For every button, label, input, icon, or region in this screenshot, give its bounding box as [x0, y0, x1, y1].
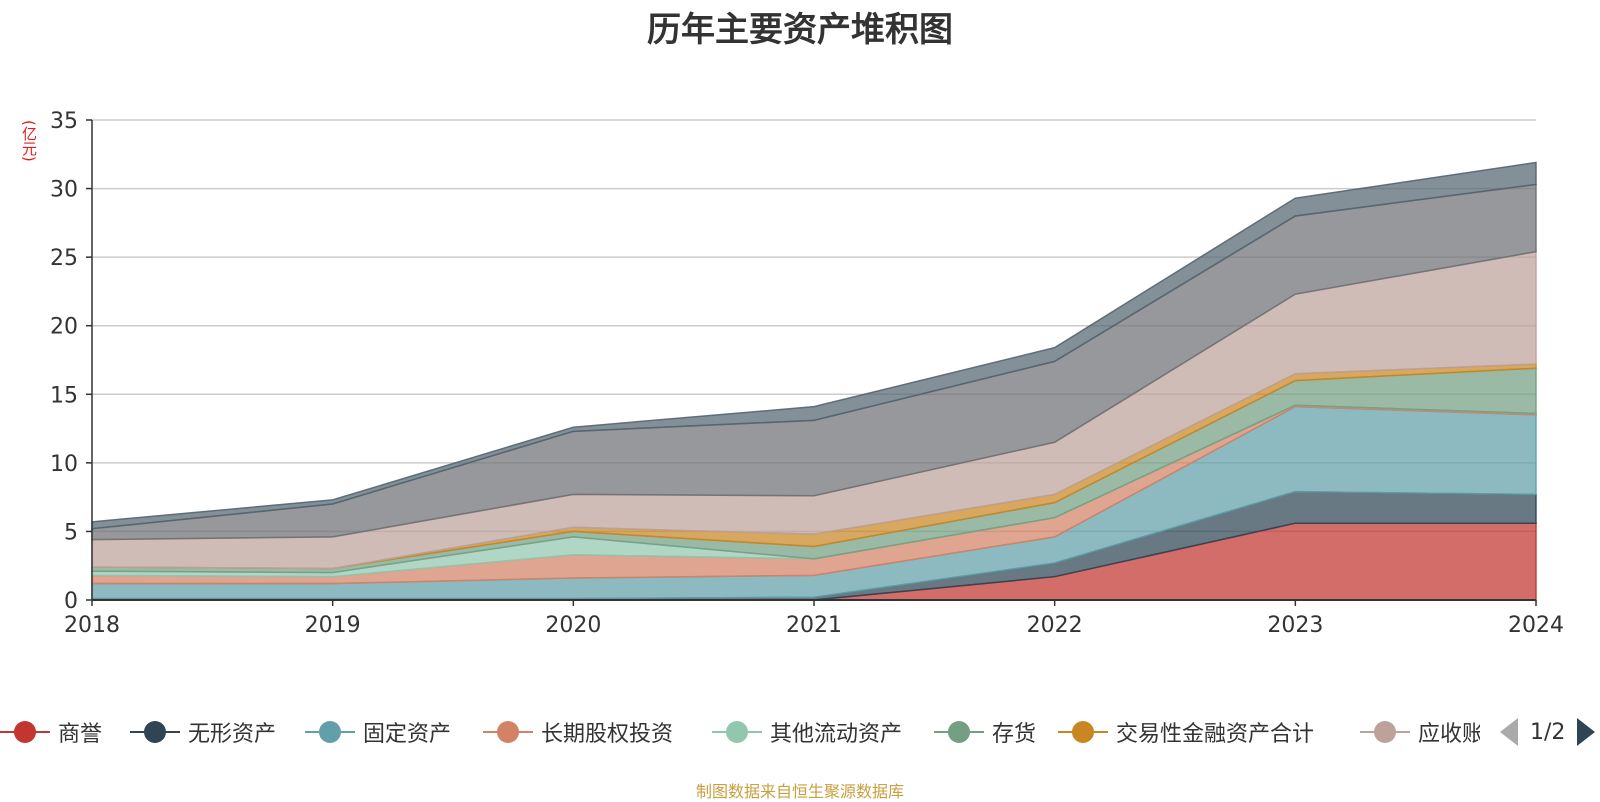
area-series-10 [91, 161, 1537, 530]
stacked-area-chart: 0 5 10 15 20 25 30 35 2018 2019 2020 2021 2022 2023 20… [50, 109, 1564, 638]
y-tick-label: 10 [50, 452, 78, 477]
legend-label: 交易性金融资产合计 [1116, 722, 1315, 747]
y-tick-label: 5 [64, 520, 78, 545]
x-tick-label: 2023 [1267, 613, 1323, 638]
x-tick-label: 2021 [786, 613, 842, 638]
data-source-note: 制图数据来自恒生聚源数据库 [695, 782, 904, 801]
y-tick-label: 0 [64, 589, 78, 614]
legend-item[interactable]: 交易性金融资产合计 [1058, 712, 1314, 752]
x-tick-label: 2024 [1508, 613, 1564, 638]
legend-item[interactable]: 长期股权投资 [483, 712, 673, 752]
x-tick-label: 2019 [305, 613, 361, 638]
legend-marker-icon [1360, 720, 1410, 744]
legend-label: 固定资产 [363, 722, 452, 747]
legend-marker-icon [0, 720, 50, 744]
legend-items: 商誉 无形资产 固定资产 长期股权投资 其他流动资产 存货 交易性金融资产合计 应收账款 [0, 712, 1480, 752]
legend-page-indicator: 1/2 [1530, 719, 1566, 745]
legend-item[interactable]: 存货 [934, 712, 1036, 752]
legend-label: 应收账款 [1418, 722, 1480, 747]
legend-marker-icon [305, 720, 355, 744]
y-tick-label: 30 [50, 178, 78, 203]
legend-marker-icon [712, 720, 762, 744]
legend-prev-page-icon[interactable] [1500, 718, 1518, 746]
y-tick-label: 20 [50, 315, 78, 340]
chart-title: 历年主要资产堆积图 [647, 10, 953, 50]
legend-label: 商誉 [58, 722, 103, 747]
legend-marker-icon [1058, 720, 1108, 744]
legend-label: 长期股权投资 [541, 722, 674, 747]
legend-item[interactable]: 商誉 [0, 712, 102, 752]
legend-item[interactable]: 无形资产 [130, 712, 276, 752]
legend-label: 无形资产 [188, 722, 277, 747]
legend-item[interactable]: 固定资产 [305, 712, 451, 752]
legend-pager: 1/2 [1500, 712, 1596, 752]
legend-item[interactable]: 应收账款 [1360, 712, 1480, 752]
axes: 0 5 10 15 20 25 30 35 2018 2019 2020 2021 2022 2023 20… [50, 109, 1564, 638]
legend-marker-icon [934, 720, 984, 744]
legend-label: 其他流动资产 [770, 722, 903, 747]
y-axis-unit-label: (亿元) [20, 120, 38, 162]
y-tick-label: 25 [50, 246, 78, 271]
x-tick-label: 2022 [1027, 613, 1083, 638]
x-tick-label: 2018 [64, 613, 120, 638]
legend-next-page-icon[interactable] [1577, 718, 1596, 746]
legend-item[interactable]: 其他流动资产 [712, 712, 902, 752]
x-tick-label: 2020 [545, 613, 601, 638]
legend: 商誉 无形资产 固定资产 长期股权投资 其他流动资产 存货 交易性金融资产合计 应收账款 1/… [0, 712, 1600, 752]
area-series-layer [91, 161, 1537, 601]
legend-marker-icon [130, 720, 180, 744]
y-tick-label: 15 [50, 383, 78, 408]
legend-label: 存货 [992, 722, 1037, 747]
y-tick-label: 35 [50, 109, 78, 134]
legend-marker-icon [483, 720, 533, 744]
